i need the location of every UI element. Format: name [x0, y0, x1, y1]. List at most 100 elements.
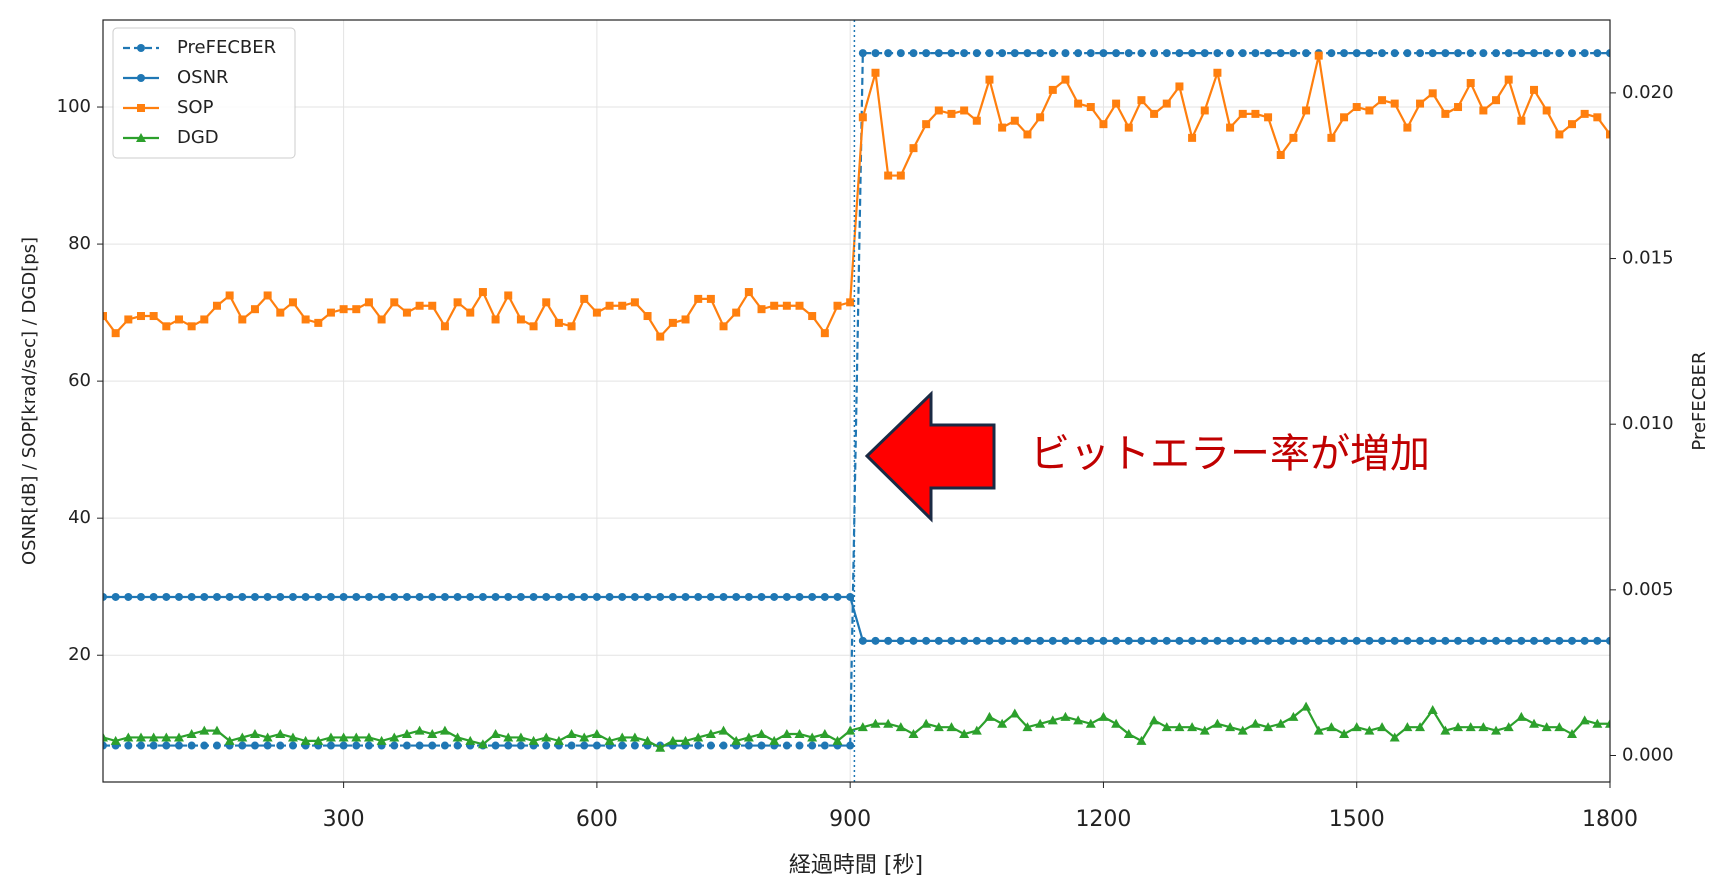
marker	[516, 741, 525, 750]
marker	[1276, 636, 1285, 645]
marker	[1047, 715, 1058, 725]
marker	[1327, 636, 1336, 645]
marker	[744, 741, 753, 750]
marker	[148, 732, 159, 742]
marker	[200, 741, 209, 750]
marker	[1492, 636, 1501, 645]
marker	[1340, 49, 1349, 58]
marker	[580, 592, 589, 601]
marker	[1517, 49, 1526, 58]
marker	[1301, 701, 1312, 711]
marker	[1428, 49, 1437, 58]
marker	[1365, 636, 1374, 645]
marker	[567, 322, 576, 331]
marker	[998, 49, 1007, 58]
marker	[137, 44, 145, 52]
marker	[1225, 722, 1236, 732]
marker	[1276, 150, 1285, 159]
marker	[1251, 109, 1260, 118]
y-axis-label: OSNR[dB] / SOP[krad/sec] / DGD[ps]	[19, 237, 40, 565]
marker	[1098, 711, 1109, 721]
marker	[491, 315, 500, 324]
marker	[1061, 75, 1070, 84]
marker	[922, 636, 931, 645]
marker	[1137, 636, 1146, 645]
marker	[1238, 636, 1247, 645]
marker	[352, 741, 361, 750]
marker	[1251, 49, 1260, 58]
marker	[186, 729, 197, 739]
marker	[542, 298, 551, 307]
marker	[1593, 636, 1602, 645]
marker	[719, 322, 728, 331]
marker	[516, 315, 525, 324]
marker	[667, 735, 678, 745]
marker	[1111, 718, 1122, 728]
marker	[1023, 49, 1032, 58]
marker	[1086, 636, 1095, 645]
marker	[782, 741, 791, 750]
marker	[567, 592, 576, 601]
marker	[871, 636, 880, 645]
marker	[453, 592, 462, 601]
marker	[453, 298, 462, 307]
marker	[857, 722, 868, 732]
marker	[1492, 49, 1501, 58]
marker	[428, 301, 437, 310]
marker	[288, 298, 297, 307]
marker	[1264, 636, 1273, 645]
y-tick-label: 40	[68, 507, 91, 528]
marker	[1454, 49, 1463, 58]
marker	[314, 318, 323, 327]
marker	[103, 592, 107, 601]
marker	[516, 592, 525, 601]
marker	[136, 592, 145, 601]
marker	[694, 592, 703, 601]
marker	[909, 144, 918, 153]
marker	[580, 294, 589, 303]
marker	[1302, 636, 1311, 645]
marker	[971, 725, 982, 735]
marker	[491, 592, 500, 601]
marker	[782, 301, 791, 310]
marker	[1352, 49, 1361, 58]
marker	[858, 49, 867, 58]
marker	[668, 318, 677, 327]
marker	[1061, 636, 1070, 645]
marker	[1327, 133, 1336, 142]
marker	[592, 308, 601, 317]
marker	[187, 741, 196, 750]
marker	[756, 729, 767, 739]
marker	[858, 636, 867, 645]
marker	[1541, 722, 1552, 732]
marker	[807, 732, 818, 742]
marker	[1226, 49, 1235, 58]
marker	[200, 315, 209, 324]
marker	[1390, 99, 1399, 108]
marker	[1327, 49, 1336, 58]
marker	[770, 592, 779, 601]
marker	[946, 722, 957, 732]
marker	[1226, 123, 1235, 132]
marker	[1213, 68, 1222, 77]
marker	[325, 732, 336, 742]
marker	[1010, 116, 1019, 125]
marker	[579, 732, 590, 742]
marker	[1580, 636, 1589, 645]
marker	[1568, 636, 1577, 645]
marker	[883, 718, 894, 728]
y2-tick-label: 0.005	[1622, 579, 1674, 600]
marker	[1036, 636, 1045, 645]
marker	[592, 741, 601, 750]
marker	[200, 592, 209, 601]
marker	[225, 592, 234, 601]
marker	[174, 315, 183, 324]
marker	[1200, 106, 1209, 115]
marker	[884, 171, 893, 180]
marker	[515, 732, 526, 742]
marker	[1340, 113, 1349, 122]
marker	[833, 592, 842, 601]
marker	[124, 592, 133, 601]
marker	[250, 592, 259, 601]
marker	[1188, 133, 1197, 142]
